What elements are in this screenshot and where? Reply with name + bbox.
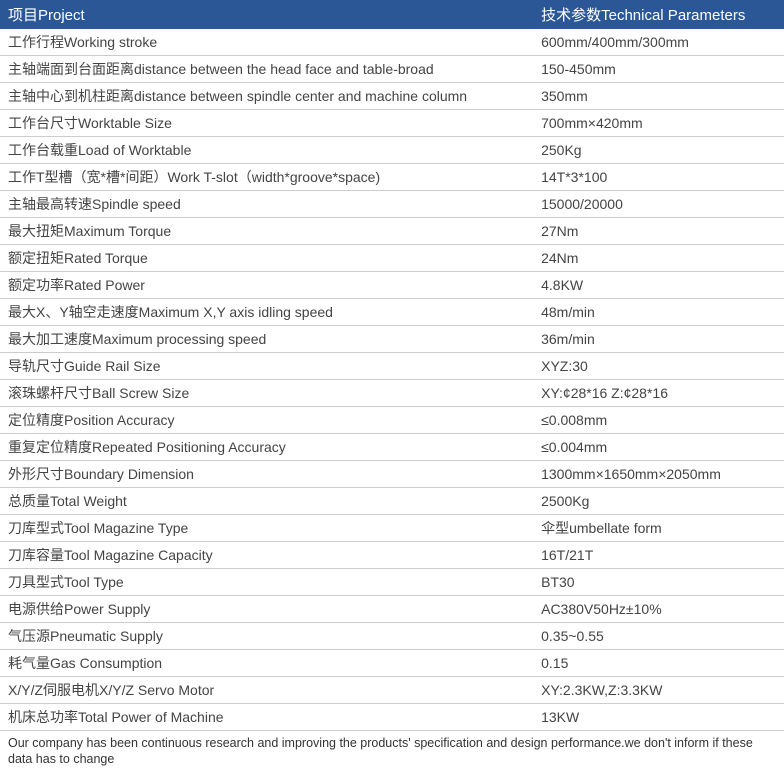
cell-value: 250Kg [533, 137, 784, 164]
table-row: 电源供给Power SupplyAC380V50Hz±10% [0, 596, 784, 623]
header-params: 技术参数Technical Parameters [533, 0, 784, 29]
table-row: 重复定位精度Repeated Positioning Accuracy≤0.00… [0, 434, 784, 461]
cell-project: 工作行程Working stroke [0, 29, 533, 56]
cell-project: 最大扭矩Maximum Torque [0, 218, 533, 245]
cell-value: 0.35~0.55 [533, 623, 784, 650]
cell-value: AC380V50Hz±10% [533, 596, 784, 623]
table-row: 最大加工速度Maximum processing speed36m/min [0, 326, 784, 353]
table-row: 刀库型式Tool Magazine Type伞型umbellate form [0, 515, 784, 542]
cell-project: 额定功率Rated Power [0, 272, 533, 299]
cell-value: 伞型umbellate form [533, 515, 784, 542]
cell-project: 主轴端面到台面距离distance between the head face … [0, 56, 533, 83]
table-row: 主轴中心到机柱距离distance between spindle center… [0, 83, 784, 110]
cell-value: 14T*3*100 [533, 164, 784, 191]
table-row: 工作台尺寸Worktable Size700mm×420mm [0, 110, 784, 137]
footnote-text: Our company has been continuous research… [0, 731, 784, 776]
cell-project: 工作台尺寸Worktable Size [0, 110, 533, 137]
cell-value: BT30 [533, 569, 784, 596]
table-row: 最大扭矩Maximum Torque27Nm [0, 218, 784, 245]
cell-project: 工作台载重Load of Worktable [0, 137, 533, 164]
cell-value: 700mm×420mm [533, 110, 784, 137]
table-row: 导轨尺寸Guide Rail SizeXYZ:30 [0, 353, 784, 380]
cell-value: 16T/21T [533, 542, 784, 569]
cell-value: XYZ:30 [533, 353, 784, 380]
table-header-row: 项目Project 技术参数Technical Parameters [0, 0, 784, 29]
cell-value: 2500Kg [533, 488, 784, 515]
table-row: 刀具型式Tool TypeBT30 [0, 569, 784, 596]
table-row: 工作T型槽（宽*槽*间距）Work T-slot（width*groove*sp… [0, 164, 784, 191]
cell-value: 24Nm [533, 245, 784, 272]
cell-value: 15000/20000 [533, 191, 784, 218]
table-row: 工作行程Working stroke600mm/400mm/300mm [0, 29, 784, 56]
cell-value: 0.15 [533, 650, 784, 677]
cell-value: ≤0.008mm [533, 407, 784, 434]
cell-project: 主轴中心到机柱距离distance between spindle center… [0, 83, 533, 110]
cell-project: 刀具型式Tool Type [0, 569, 533, 596]
table-row: X/Y/Z伺服电机X/Y/Z Servo MotorXY:2.3KW,Z:3.3… [0, 677, 784, 704]
table-row: 气压源Pneumatic Supply0.35~0.55 [0, 623, 784, 650]
cell-value: 150-450mm [533, 56, 784, 83]
table-row: 耗气量Gas Consumption0.15 [0, 650, 784, 677]
cell-project: 工作T型槽（宽*槽*间距）Work T-slot（width*groove*sp… [0, 164, 533, 191]
cell-value: 48m/min [533, 299, 784, 326]
cell-project: 电源供给Power Supply [0, 596, 533, 623]
table-row: 额定扭矩Rated Torque24Nm [0, 245, 784, 272]
cell-project: 滚珠螺杆尺寸Ball Screw Size [0, 380, 533, 407]
header-project: 项目Project [0, 0, 533, 29]
cell-value: XY:¢28*16 Z:¢28*16 [533, 380, 784, 407]
table-row: 主轴最高转速Spindle speed15000/20000 [0, 191, 784, 218]
table-row: 工作台载重Load of Worktable250Kg [0, 137, 784, 164]
cell-project: 导轨尺寸Guide Rail Size [0, 353, 533, 380]
table-body: 工作行程Working stroke600mm/400mm/300mm主轴端面到… [0, 29, 784, 731]
cell-project: 定位精度Position Accuracy [0, 407, 533, 434]
cell-value: 4.8KW [533, 272, 784, 299]
table-row: 总质量Total Weight2500Kg [0, 488, 784, 515]
cell-value: ≤0.004mm [533, 434, 784, 461]
cell-value: 1300mm×1650mm×2050mm [533, 461, 784, 488]
cell-project: 耗气量Gas Consumption [0, 650, 533, 677]
cell-value: 27Nm [533, 218, 784, 245]
table-row: 定位精度Position Accuracy≤0.008mm [0, 407, 784, 434]
cell-project: 刀库容量Tool Magazine Capacity [0, 542, 533, 569]
cell-project: 最大X、Y轴空走速度Maximum X,Y axis idling speed [0, 299, 533, 326]
cell-project: 重复定位精度Repeated Positioning Accuracy [0, 434, 533, 461]
cell-value: 350mm [533, 83, 784, 110]
specifications-table: 项目Project 技术参数Technical Parameters 工作行程W… [0, 0, 784, 731]
cell-project: X/Y/Z伺服电机X/Y/Z Servo Motor [0, 677, 533, 704]
cell-project: 主轴最高转速Spindle speed [0, 191, 533, 218]
cell-value: XY:2.3KW,Z:3.3KW [533, 677, 784, 704]
table-row: 主轴端面到台面距离distance between the head face … [0, 56, 784, 83]
table-row: 外形尺寸Boundary Dimension1300mm×1650mm×2050… [0, 461, 784, 488]
cell-project: 机床总功率Total Power of Machine [0, 704, 533, 731]
cell-project: 额定扭矩Rated Torque [0, 245, 533, 272]
cell-project: 气压源Pneumatic Supply [0, 623, 533, 650]
cell-project: 总质量Total Weight [0, 488, 533, 515]
cell-value: 36m/min [533, 326, 784, 353]
table-row: 滚珠螺杆尺寸Ball Screw SizeXY:¢28*16 Z:¢28*16 [0, 380, 784, 407]
cell-value: 13KW [533, 704, 784, 731]
table-row: 额定功率Rated Power4.8KW [0, 272, 784, 299]
cell-value: 600mm/400mm/300mm [533, 29, 784, 56]
table-row: 最大X、Y轴空走速度Maximum X,Y axis idling speed4… [0, 299, 784, 326]
cell-project: 刀库型式Tool Magazine Type [0, 515, 533, 542]
table-row: 刀库容量Tool Magazine Capacity16T/21T [0, 542, 784, 569]
cell-project: 外形尺寸Boundary Dimension [0, 461, 533, 488]
cell-project: 最大加工速度Maximum processing speed [0, 326, 533, 353]
table-row: 机床总功率Total Power of Machine13KW [0, 704, 784, 731]
